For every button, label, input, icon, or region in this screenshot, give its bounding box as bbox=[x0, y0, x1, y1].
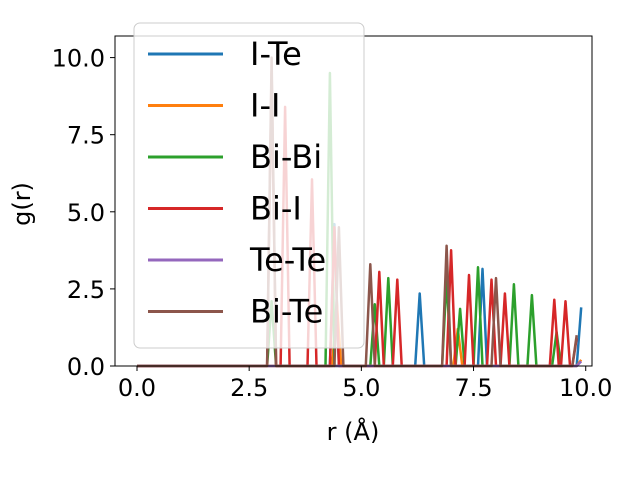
x-tick-label: 5.0 bbox=[342, 374, 380, 402]
legend-label-i-te: I-Te bbox=[250, 35, 302, 73]
y-tick-label: 7.5 bbox=[67, 122, 105, 150]
y-tick-label: 10.0 bbox=[52, 45, 105, 73]
x-axis-label: r (Å) bbox=[327, 417, 380, 446]
x-tick-label: 0.0 bbox=[118, 374, 156, 402]
legend-box bbox=[133, 22, 365, 349]
legend-label-bi-bi: Bi-Bi bbox=[250, 138, 322, 176]
x-tick-label: 10.0 bbox=[559, 374, 612, 402]
y-tick-label: 0.0 bbox=[67, 353, 105, 381]
legend-label-bi-i: Bi-I bbox=[250, 190, 302, 228]
y-axis-ticks: 0.0 2.5 5.0 7.5 10.0 bbox=[52, 45, 115, 381]
x-tick-label: 7.5 bbox=[454, 374, 492, 402]
legend-label-i-i: I-I bbox=[250, 87, 280, 125]
x-axis-ticks: 0.0 2.5 5.0 7.5 10.0 bbox=[118, 366, 612, 402]
y-tick-label: 2.5 bbox=[67, 276, 105, 304]
legend-label-te-te: Te-Te bbox=[249, 241, 326, 279]
x-tick-label: 2.5 bbox=[230, 374, 268, 402]
y-axis-label: g(r) bbox=[8, 182, 36, 226]
y-tick-label: 5.0 bbox=[67, 199, 105, 227]
legend: I-Te I-I Bi-Bi Bi-I Te-Te Bi-Te bbox=[133, 22, 365, 349]
legend-label-bi-te: Bi-Te bbox=[250, 293, 323, 331]
